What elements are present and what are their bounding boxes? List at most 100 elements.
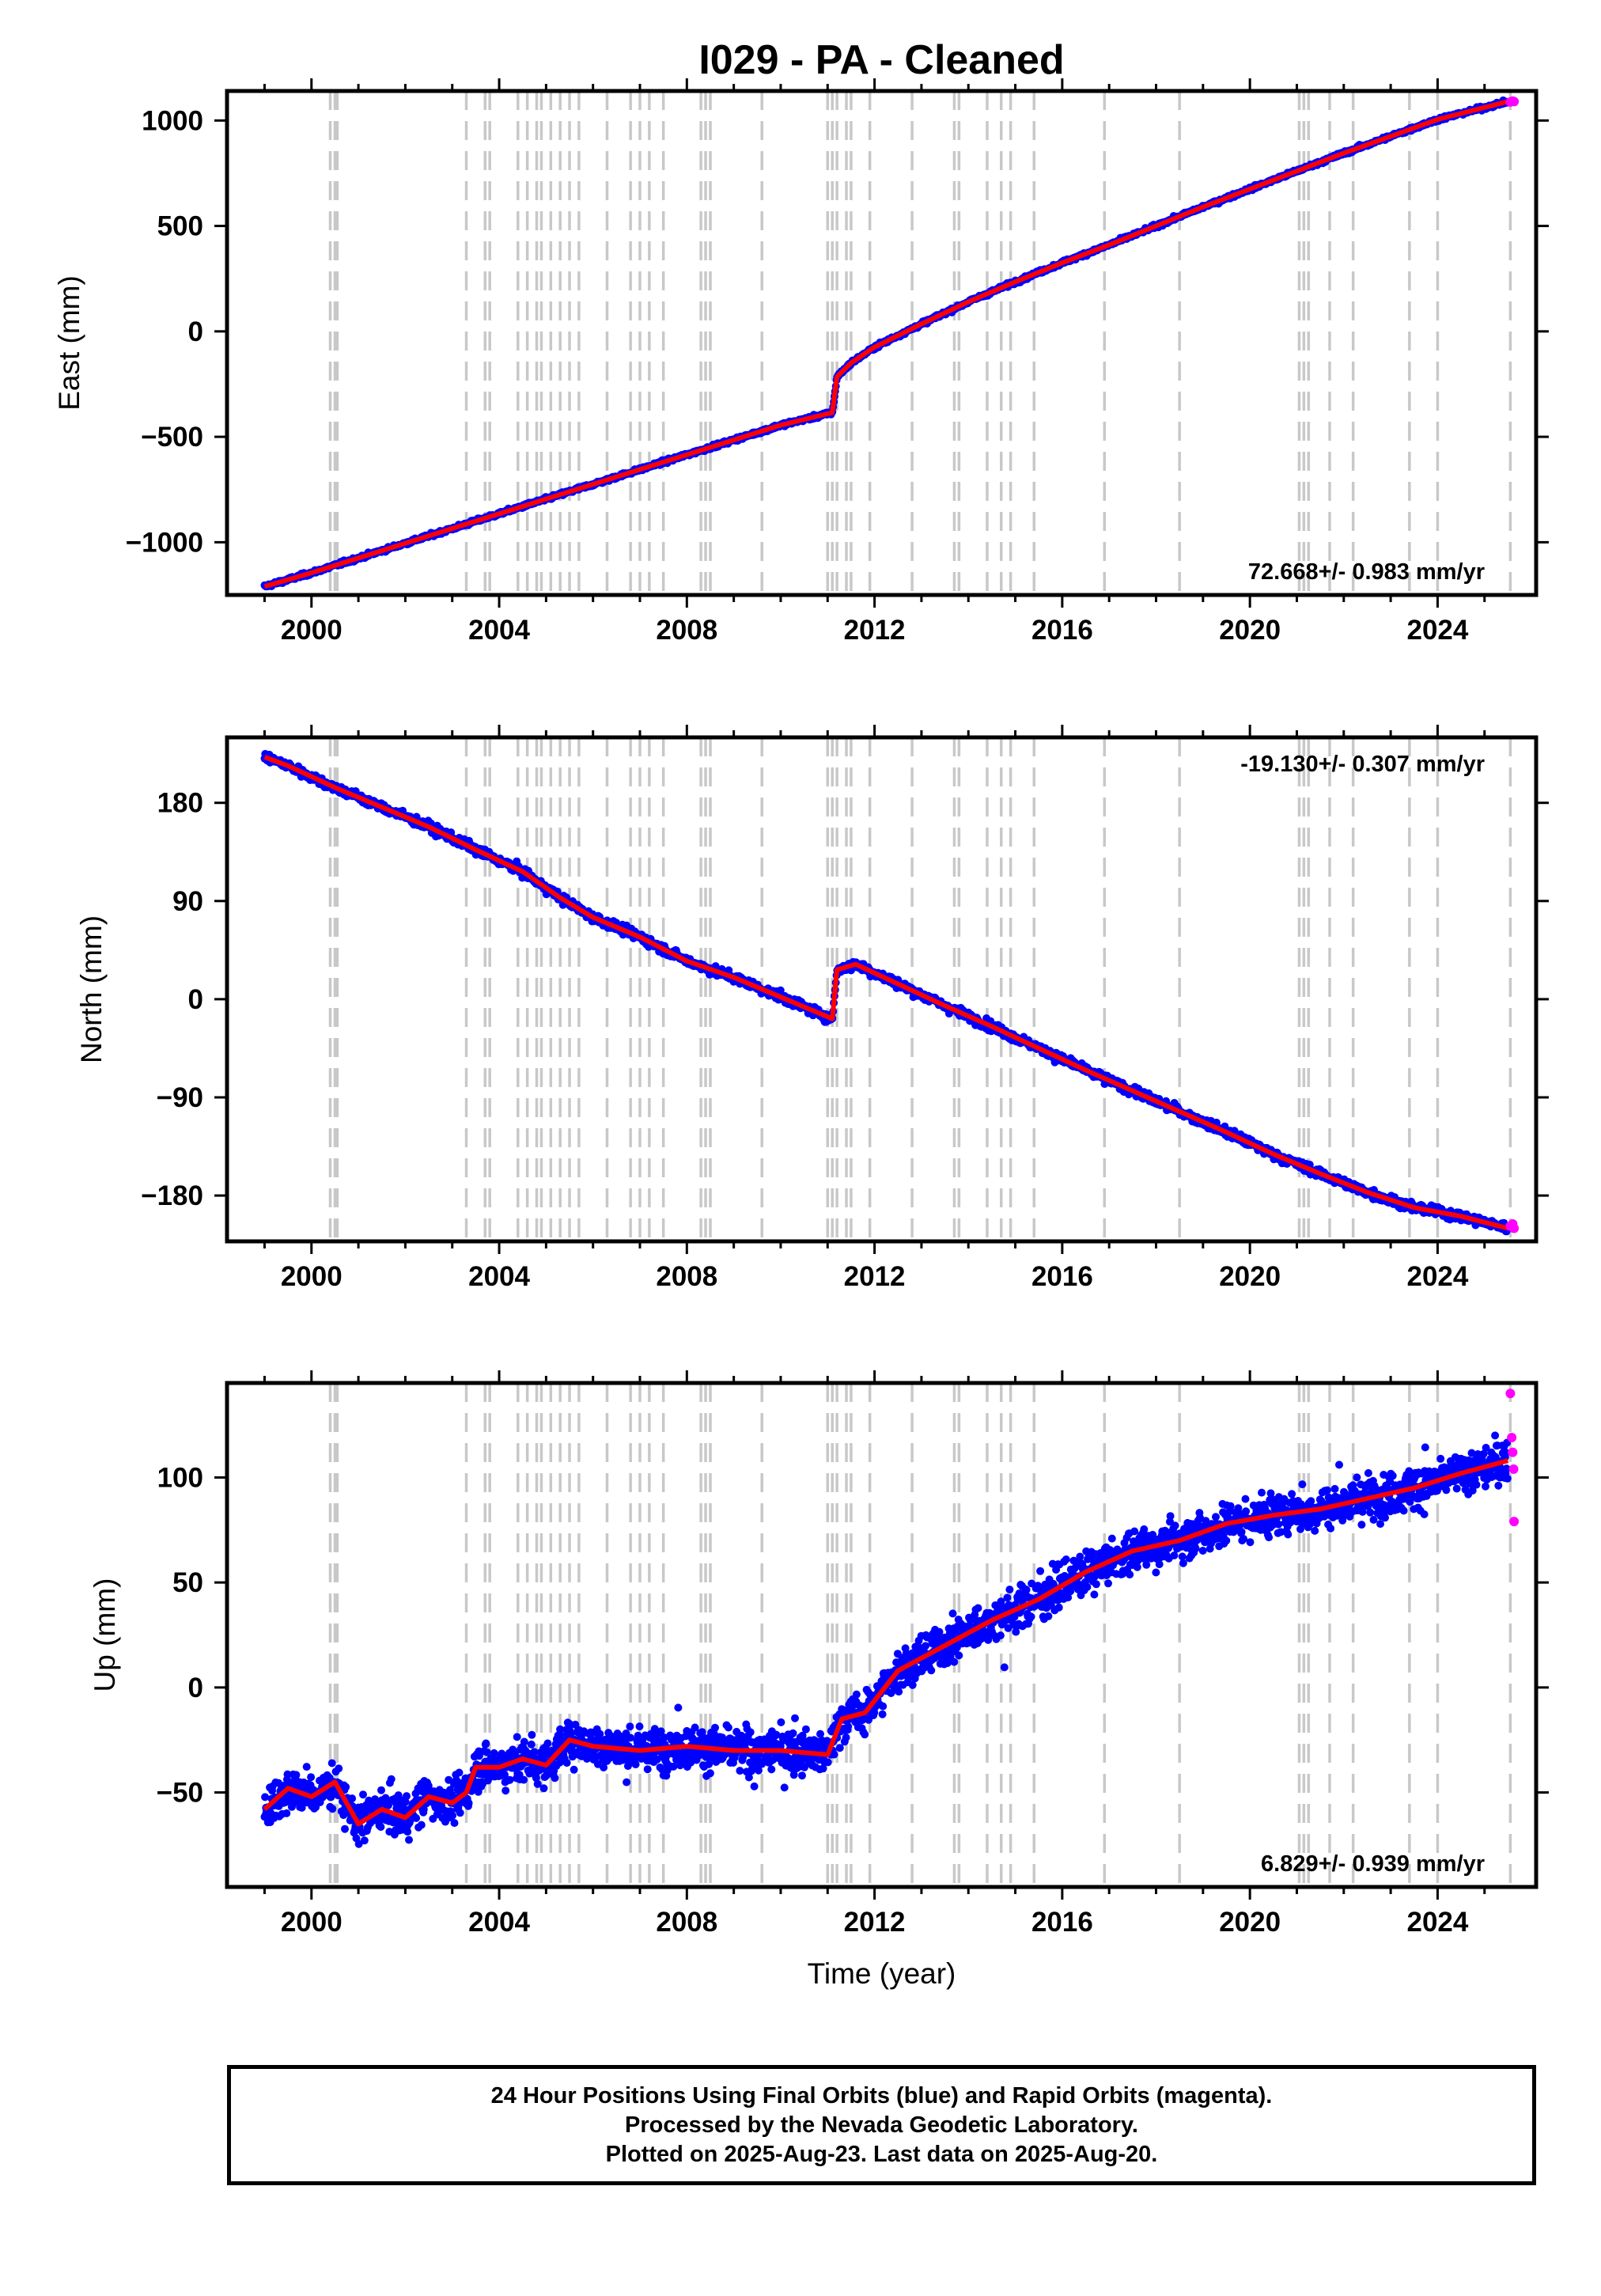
data-point <box>674 1703 683 1712</box>
data-point <box>384 1801 392 1809</box>
data-point <box>744 1773 753 1782</box>
data-point <box>711 1723 719 1732</box>
velocity-rate-label: 72.668+/- 0.983 mm/yr <box>1248 559 1485 585</box>
data-point <box>511 1751 520 1760</box>
x-tick-label: 2020 <box>1219 615 1281 646</box>
data-point <box>261 1793 270 1802</box>
panel-2: 2000 2004 2008 2012 2016 2020 2024180900−90−18… <box>75 725 1549 1292</box>
y-tick-label: 500 <box>157 211 203 242</box>
data-point <box>767 1765 776 1774</box>
data-point <box>348 1794 357 1803</box>
x-tick-label: 2000 <box>281 615 343 646</box>
data-point <box>520 1737 528 1746</box>
y-tick-label: 1000 <box>142 105 203 136</box>
data-point <box>505 1775 514 1784</box>
chart-title: I029 - PA - Cleaned <box>698 37 1064 83</box>
x-tick-label: 2016 <box>1031 1261 1093 1292</box>
data-point <box>520 1775 528 1784</box>
data-point <box>631 1760 640 1769</box>
data-point <box>475 1752 483 1760</box>
data-point <box>292 1771 301 1779</box>
model-fit-line <box>263 754 1509 1231</box>
x-tick-label: 2012 <box>844 1261 906 1292</box>
model-fit-line <box>263 99 1509 589</box>
rapid-orbit-point <box>1509 1223 1520 1233</box>
panel-3: 2000 2004 2008 2012 2016 2020 2024100500−50Up … <box>89 1370 1549 1990</box>
data-point <box>705 1760 713 1768</box>
data-point <box>669 1762 678 1771</box>
data-point <box>596 1730 604 1738</box>
final-orbit-points <box>260 749 1512 1236</box>
final-orbit-points <box>260 1431 1512 1848</box>
data-point <box>417 1821 426 1829</box>
data-point <box>724 1723 732 1732</box>
data-point <box>725 966 733 975</box>
x-tick-label: 2008 <box>656 1261 717 1292</box>
data-point <box>556 1725 565 1733</box>
data-point <box>483 1748 491 1756</box>
plot-area <box>260 91 1512 595</box>
data-point <box>571 1720 580 1729</box>
data-point <box>405 1836 413 1844</box>
y-tick-label: −1000 <box>126 527 203 558</box>
data-point <box>746 1728 755 1737</box>
data-point <box>532 1774 540 1783</box>
data-point <box>755 1766 763 1775</box>
data-point <box>635 1722 644 1731</box>
y-tick-label: 180 <box>157 788 203 819</box>
y-tick-label: 90 <box>172 886 203 917</box>
data-point <box>403 1792 411 1801</box>
data-point <box>282 1809 291 1817</box>
data-point <box>354 1839 363 1848</box>
data-point <box>562 1759 571 1767</box>
x-tick-label: 2024 <box>1406 1261 1468 1292</box>
x-tick-label: 2020 <box>1219 1261 1281 1292</box>
panel-frame <box>225 735 1539 1244</box>
x-tick-label: 2016 <box>1031 615 1093 646</box>
data-point <box>342 1783 350 1791</box>
x-tick-label: 2008 <box>656 615 717 646</box>
x-tick-label: 2024 <box>1406 615 1468 646</box>
data-point <box>450 1819 459 1828</box>
data-point <box>464 1799 473 1807</box>
plot-area <box>260 1383 1512 1887</box>
data-point <box>449 1811 457 1820</box>
data-point <box>307 1773 316 1782</box>
data-point <box>539 1784 548 1793</box>
data-point <box>530 1748 539 1756</box>
velocity-rate-label: -19.130+/- 0.307 mm/yr <box>1240 752 1485 777</box>
y-tick-label: 0 <box>188 316 203 347</box>
data-point <box>359 1790 367 1799</box>
data-point <box>543 1771 551 1779</box>
data-point <box>482 1739 490 1748</box>
y-axis-label: East (mm) <box>53 275 85 411</box>
data-point <box>455 1768 464 1777</box>
data-point <box>327 1759 336 1767</box>
data-point <box>283 1770 292 1779</box>
data-point <box>401 1798 410 1806</box>
panel-frame <box>225 89 1539 597</box>
panel-1: 2000 2004 2008 2012 2016 2020 202410005000−500… <box>53 37 1549 646</box>
plot-area <box>260 737 1512 1241</box>
data-point <box>528 1730 536 1739</box>
x-tick-label: 2000 <box>281 1261 343 1292</box>
data-point <box>360 1836 369 1845</box>
data-point <box>750 1782 759 1790</box>
data-point <box>657 1727 665 1736</box>
data-point <box>377 1786 385 1794</box>
x-tick-label: 2012 <box>844 615 906 646</box>
data-point <box>335 1764 343 1773</box>
y-tick-label: −500 <box>141 422 203 453</box>
y-tick-label: −180 <box>141 1180 203 1211</box>
y-tick-label: −90 <box>157 1082 203 1113</box>
data-point <box>600 1764 608 1771</box>
data-point <box>490 1749 498 1757</box>
data-point <box>341 1824 349 1833</box>
data-point <box>412 1814 421 1822</box>
data-point <box>706 1769 714 1778</box>
data-point <box>626 1733 634 1742</box>
data-point <box>297 1803 306 1812</box>
y-axis-label: North (mm) <box>75 915 108 1063</box>
data-point <box>328 1805 337 1813</box>
